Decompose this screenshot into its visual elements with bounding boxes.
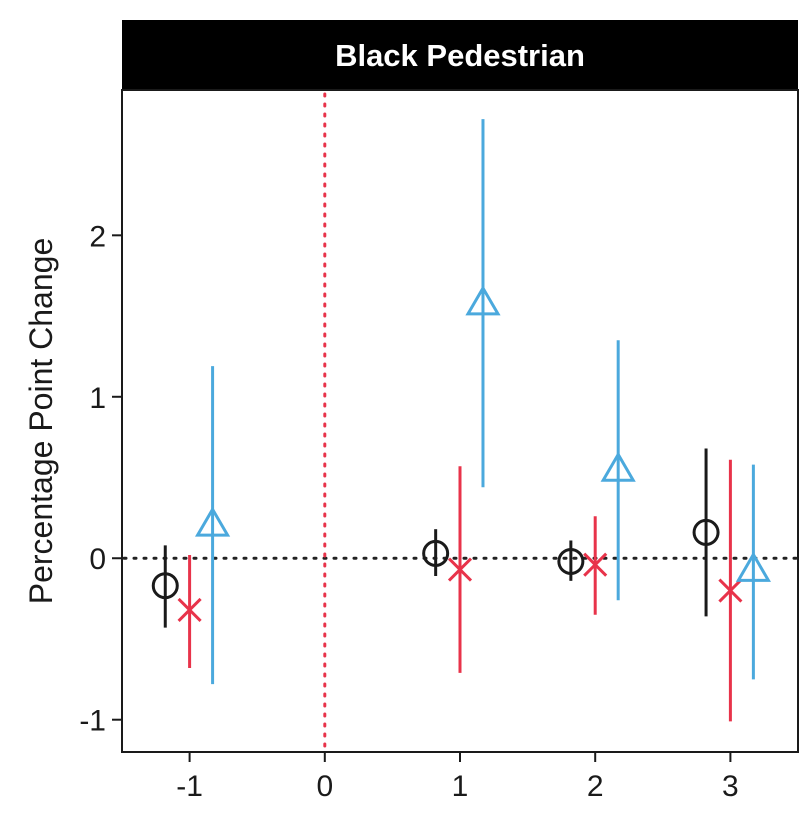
y-tick-label: 2 (89, 220, 106, 253)
point-cross (583, 552, 608, 577)
point-cross (718, 578, 743, 603)
point-triangle (600, 451, 636, 482)
point-circle (692, 518, 720, 546)
series-cross (177, 459, 743, 722)
y-tick-label: -1 (79, 705, 106, 738)
point-circle (557, 547, 585, 575)
data-marks (151, 119, 771, 722)
point-circle (151, 572, 179, 600)
point-triangle (194, 506, 231, 537)
point-cross (447, 557, 473, 582)
facet-title: Black Pedestrian (335, 38, 585, 73)
x-tick-label: -1 (176, 770, 203, 803)
y-tick-label: 0 (89, 543, 106, 576)
x-tick-label: 3 (722, 770, 739, 803)
y-axis-title: Percentage Point Change (23, 238, 59, 604)
point-cross (177, 597, 202, 622)
y-tick-label: 1 (89, 382, 106, 415)
series-circle (151, 448, 720, 628)
x-tick-label: 1 (452, 770, 469, 803)
facet-strip (122, 20, 798, 90)
x-tick-label: 0 (316, 770, 333, 803)
y-axis: -1 0 1 2 (79, 220, 122, 738)
point-triangle (735, 551, 771, 582)
point-circle (422, 539, 450, 567)
x-axis: -1 0 1 2 3 (176, 752, 739, 803)
series-triangle (194, 119, 771, 685)
point-triangle (465, 285, 501, 316)
x-tick-label: 2 (587, 770, 604, 803)
